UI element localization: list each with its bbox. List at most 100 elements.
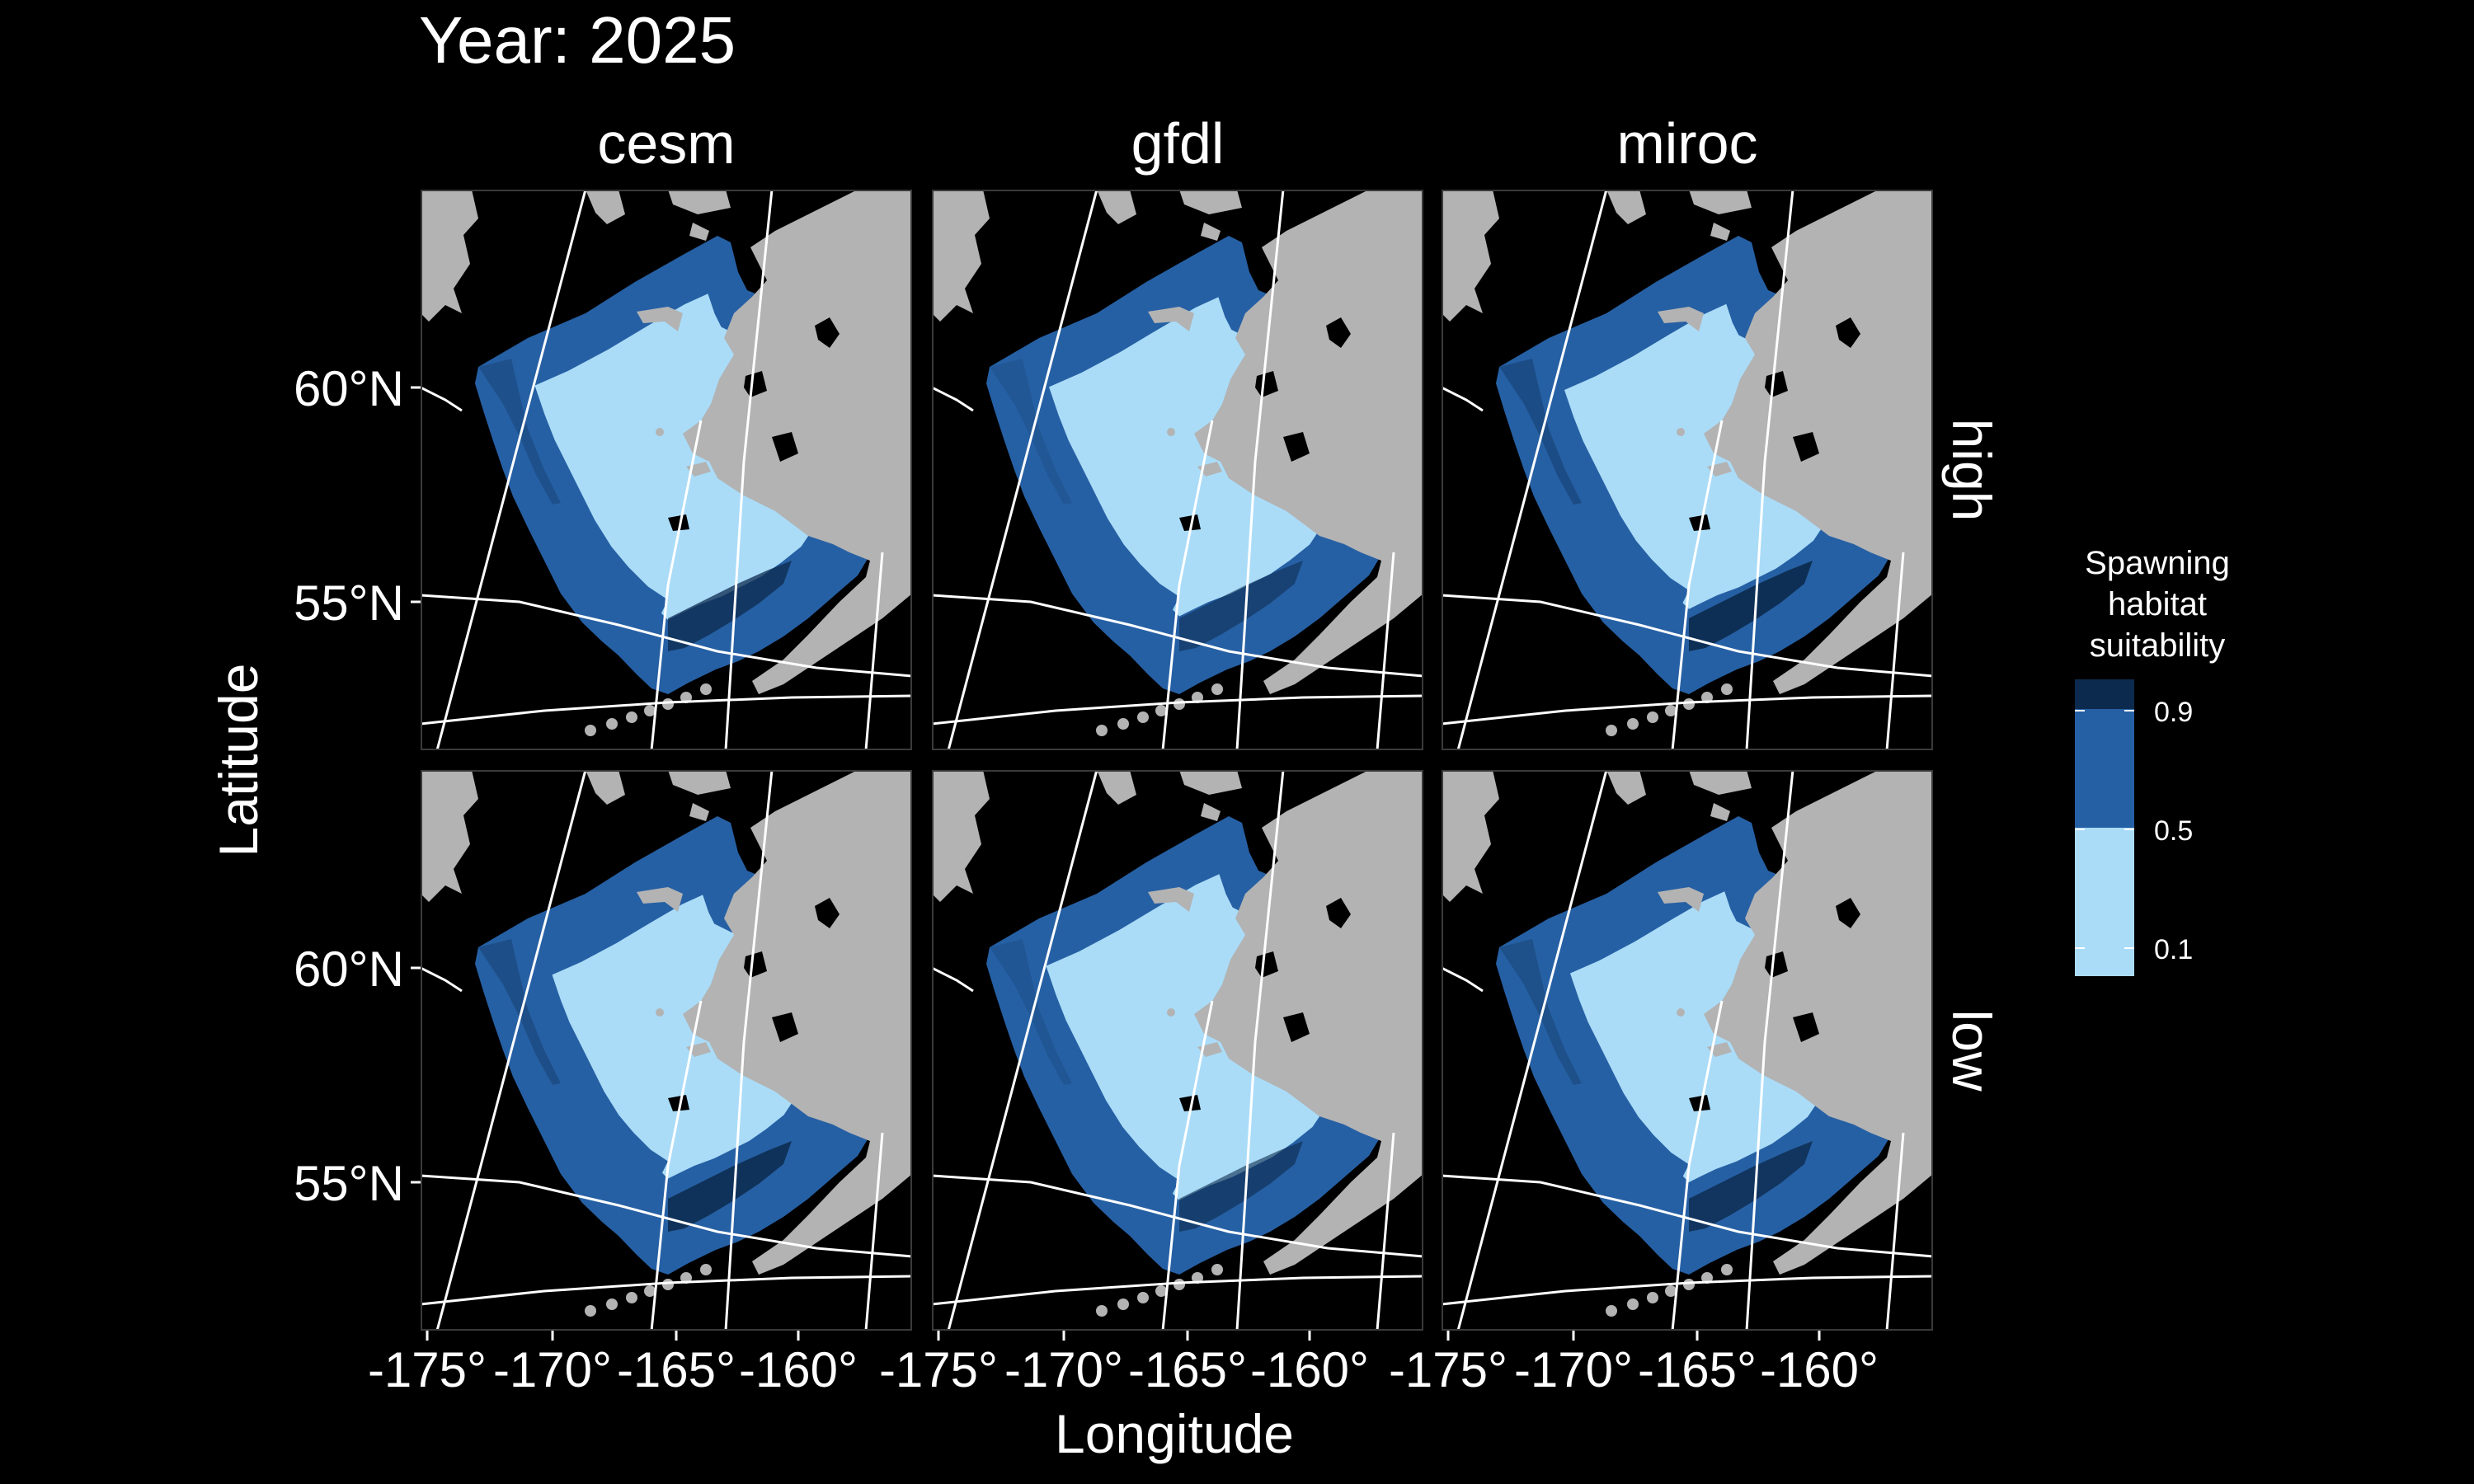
aleutian-island <box>700 683 712 695</box>
aleutian-island <box>1627 718 1639 730</box>
aleutian-island <box>1137 1292 1149 1303</box>
land-mass <box>1097 190 1136 224</box>
coastal-water <box>1255 951 1278 978</box>
lon-tick-label: -165° <box>1638 1342 1757 1397</box>
lon-tick-label: -175° <box>879 1342 998 1397</box>
aleutian-island <box>1683 698 1695 710</box>
lon-tick-label: -160° <box>1760 1342 1879 1397</box>
graticule-line <box>864 1132 884 1331</box>
suitability-high-shelf-edge <box>478 939 561 1085</box>
graticule-line <box>932 386 974 412</box>
island <box>1677 428 1685 436</box>
legend-swatch-mid <box>2075 709 2134 828</box>
island <box>1677 1008 1685 1017</box>
panel-border <box>932 770 1423 1331</box>
coastal-water <box>1283 432 1310 462</box>
aleutian-island <box>1174 698 1185 710</box>
aleutian-island <box>1665 705 1677 716</box>
figure-title: Year: 2025 <box>419 3 736 77</box>
suitability-high-shelf-edge <box>1499 939 1582 1085</box>
aleutian-island <box>606 718 618 730</box>
land-mass <box>637 307 683 331</box>
graticule-line <box>421 1275 912 1306</box>
row-label-high: high <box>1941 419 2002 522</box>
graticule-line <box>650 1000 703 1331</box>
graticule-line <box>1442 594 1933 678</box>
graticule-line <box>1885 1132 1905 1331</box>
suitability-high-zone <box>1179 1141 1303 1232</box>
suitability-high-shelf-edge <box>1499 359 1582 505</box>
coastal-water <box>1326 317 1351 348</box>
legend-tick-label: 0.9 <box>2154 697 2193 728</box>
coastal-water <box>1765 951 1788 978</box>
coastal-water <box>1689 514 1710 531</box>
aleutian-island <box>1721 683 1733 695</box>
land-mass <box>668 770 731 795</box>
coastal-water <box>1836 317 1860 348</box>
x-axis-title: Longitude <box>1055 1403 1294 1464</box>
graticule-line <box>421 694 912 726</box>
graticule-line <box>421 966 463 993</box>
graticule-line <box>947 770 1098 1331</box>
coastal-water <box>744 951 767 978</box>
suitability-low-zone <box>1570 891 1820 1182</box>
map-panel-gfdl-low <box>932 770 1423 1331</box>
island <box>1167 1008 1175 1017</box>
aleutian-island <box>662 1279 674 1290</box>
land-mass <box>421 770 478 902</box>
land-mass <box>1148 307 1194 331</box>
legend-tick-label: 0.1 <box>2154 934 2193 965</box>
aleutian-island <box>1647 711 1658 723</box>
aleutian-island <box>644 1285 656 1297</box>
aleutian-island <box>1117 1298 1129 1310</box>
aleutian-island <box>1683 1279 1695 1290</box>
coastal-water <box>772 1012 798 1042</box>
legend-tick-labels: 0.9 0.5 0.1 <box>2075 697 2193 965</box>
land-mass <box>1704 770 1933 1275</box>
graticule-line <box>1456 190 1608 750</box>
land-mass <box>932 770 990 902</box>
land-mass <box>1606 190 1646 224</box>
legend-title-line: Spawning <box>2085 545 2230 581</box>
graticule-line <box>1376 1132 1395 1331</box>
coastal-water <box>815 317 840 348</box>
aleutian-island <box>606 1298 618 1310</box>
latitude-axis: 60°N 55°N 60°N 55°N <box>294 361 421 1211</box>
map-panel-miroc-high <box>1442 190 1933 750</box>
graticule-line <box>1442 966 1484 993</box>
legend-tick-label: 0.5 <box>2154 815 2193 847</box>
suitability-low-zone <box>1049 297 1323 617</box>
aleutian-island <box>626 711 637 723</box>
land-mass <box>1442 770 1499 902</box>
y-axis-title: Latitude <box>208 664 269 857</box>
map-panel-cesm-high <box>421 190 912 750</box>
legend-colorbar <box>2075 679 2134 976</box>
graticule-line <box>1671 1000 1724 1331</box>
land-mass <box>1194 770 1423 1275</box>
panel-border <box>421 190 912 750</box>
land-mass <box>1148 887 1194 912</box>
coastal-water <box>668 1095 689 1111</box>
coastal-water <box>1179 1095 1201 1111</box>
column-label-gfdl: gfdl <box>1131 111 1225 176</box>
land-mass <box>586 770 625 805</box>
map-panel-cesm-low <box>421 770 912 1331</box>
aleutian-island <box>1174 1279 1185 1290</box>
land-mass <box>1710 223 1730 241</box>
suitability-high-zone <box>668 1141 792 1232</box>
land-mass <box>1201 803 1221 821</box>
graticule-line <box>932 966 974 993</box>
land-mass <box>683 770 912 1275</box>
aleutian-island <box>585 725 596 736</box>
row-strip-labels: high low <box>1941 419 2002 1092</box>
lon-tick-label: -175° <box>1389 1342 1507 1397</box>
coastal-water <box>1283 1012 1310 1042</box>
aleutian-island <box>1155 705 1167 716</box>
graticule-line <box>1456 770 1608 1331</box>
suitability-high-shelf-edge <box>990 359 1072 505</box>
aleutian-island <box>1627 1298 1639 1310</box>
lon-tick-label: -165° <box>617 1342 736 1397</box>
graticule-line <box>1161 420 1214 750</box>
panel-border <box>932 190 1423 750</box>
graticule-line <box>421 1174 912 1258</box>
